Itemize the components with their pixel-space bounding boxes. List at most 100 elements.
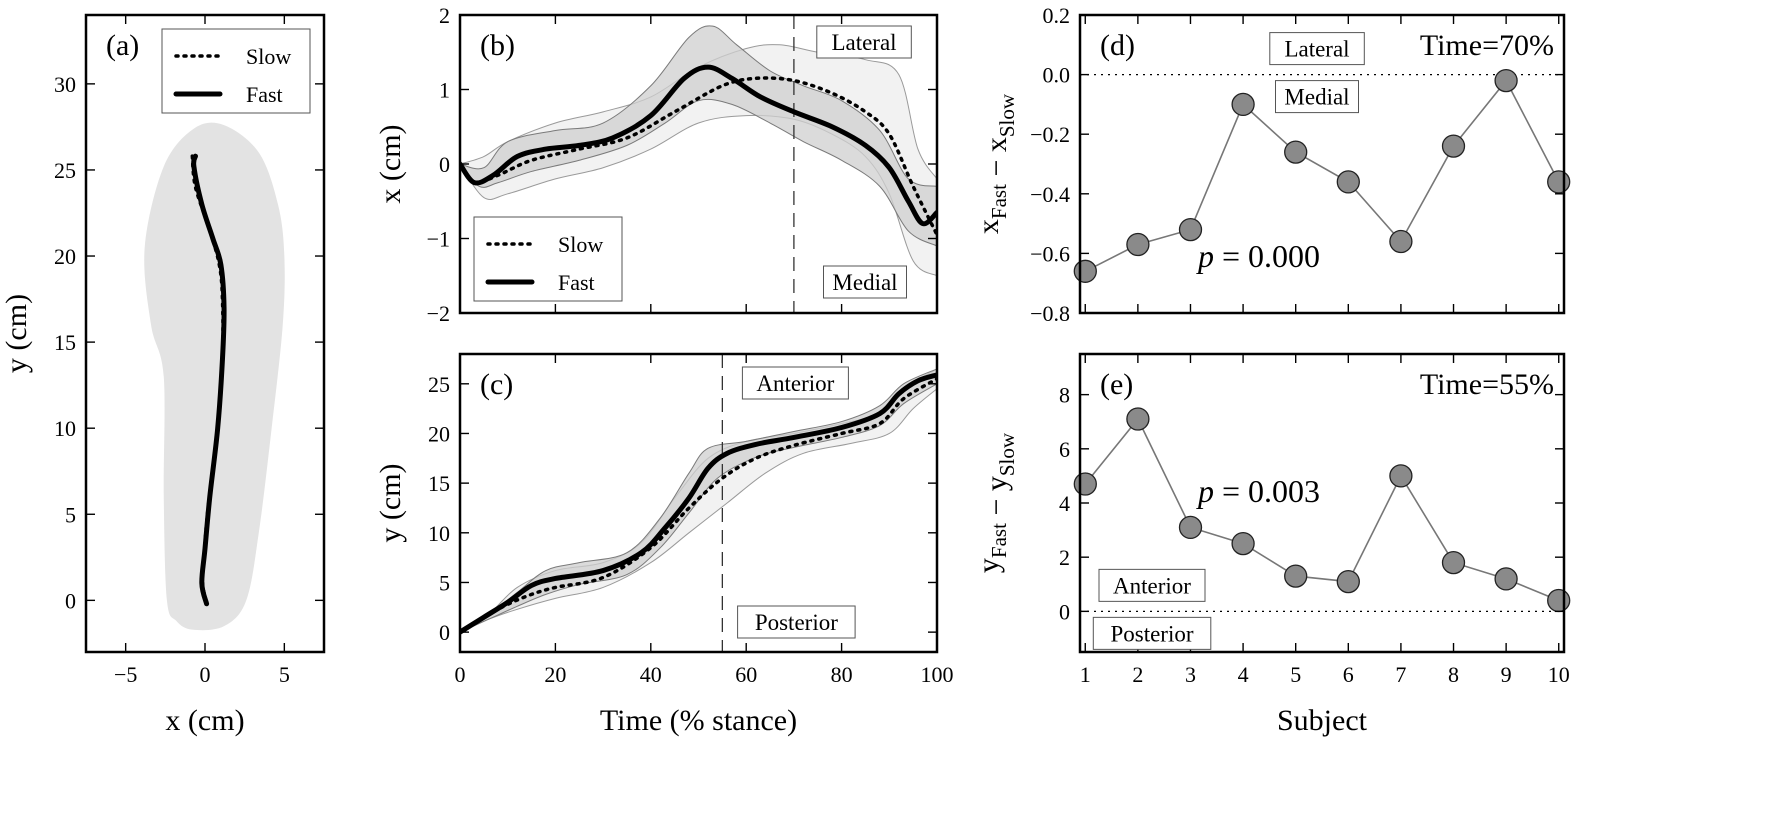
y-tick-label: 0.0 <box>1043 63 1071 88</box>
x-tick-label: 20 <box>544 662 566 687</box>
data-point-subject-5 <box>1284 564 1308 588</box>
y-tick-label: 0 <box>1059 599 1070 624</box>
x-tick-label: 1 <box>1080 662 1091 687</box>
plot-area-d <box>1080 73 1564 273</box>
y-tick-label: 10 <box>54 416 76 441</box>
annotation-anterior-box <box>741 366 849 400</box>
data-point-subject-8 <box>1441 550 1466 575</box>
legend-slow-label: Slow <box>558 232 603 257</box>
axes-frame-c <box>458 352 939 654</box>
x-tick-label: 5 <box>279 662 290 687</box>
p-value: p = 0.000 <box>1196 238 1320 274</box>
x-tick-label: 4 <box>1238 662 1249 687</box>
data-point-subject-7 <box>1389 229 1413 254</box>
annotation-posterior-text: Posterior <box>1110 621 1193 646</box>
plot-area-e <box>1080 417 1564 613</box>
y-tick-label: 25 <box>428 372 450 397</box>
x-tick-label: 40 <box>640 662 662 687</box>
data-point-subject-2 <box>1126 232 1150 257</box>
data-point-subject-9 <box>1494 567 1518 591</box>
y-tick-label: 2 <box>1059 545 1070 570</box>
y-tick-label: −0.8 <box>1030 301 1070 326</box>
x-tick-label: 9 <box>1501 662 1512 687</box>
data-point-subject-10 <box>1547 588 1571 613</box>
data-point-subject-9 <box>1494 68 1518 93</box>
x-tick-label: 10 <box>1548 662 1570 687</box>
panel-e: 1 2 3 4 5 6 7 8 9 10 0 2 4 6 8 Subject yFast − ySlow (e) T… <box>972 352 1571 737</box>
y-tick-label: 0 <box>439 620 450 645</box>
legend: Slow Fast <box>161 28 311 114</box>
x-axis-label: Time (% stance) <box>600 704 797 737</box>
x-tick-label: 6 <box>1343 662 1354 687</box>
series-fast-line <box>191 153 227 607</box>
y-tick-label: −0.4 <box>1030 182 1070 207</box>
annotation-lateral-text: Lateral <box>831 30 896 55</box>
legend-box <box>473 216 623 302</box>
x-tick-label: 60 <box>735 662 757 687</box>
y-tick-label: 5 <box>65 502 76 527</box>
data-point-subject-4 <box>1231 92 1255 117</box>
y-tick-label: 0 <box>65 588 76 613</box>
y-tick-label: 20 <box>54 244 76 269</box>
p-value: p = 0.003 <box>1196 473 1320 509</box>
y-tick-label: 0 <box>439 152 450 177</box>
y-tick-label: 10 <box>428 521 450 546</box>
legend-slow-label: Slow <box>246 44 291 69</box>
x-tick-label: 80 <box>831 662 853 687</box>
data-point-subject-3 <box>1178 515 1203 540</box>
series-fast-line <box>460 372 937 635</box>
connector-line <box>1084 79 1560 273</box>
y-axis-label: y (cm) <box>374 463 407 542</box>
x-tick-label: 0 <box>455 662 466 687</box>
data-point-subject-4 <box>1231 531 1255 556</box>
plot-area-b <box>460 15 937 313</box>
data-point-subject-10 <box>1547 170 1571 194</box>
x-tick-label: 7 <box>1395 662 1406 687</box>
x-tick-label: 3 <box>1185 662 1196 687</box>
y-axis-label: x (cm) <box>374 124 407 203</box>
annotation-anterior-box <box>1098 568 1206 602</box>
y-tick-label: 6 <box>1059 437 1070 462</box>
x-tick-label: 0 <box>200 662 211 687</box>
series-fast-line <box>460 64 937 227</box>
y-tick-label: 30 <box>54 72 76 97</box>
x-tick-label: 100 <box>921 662 954 687</box>
x-tick-label: 5 <box>1290 662 1301 687</box>
legend: Slow Fast <box>473 216 623 302</box>
data-point-subject-2 <box>1126 407 1150 431</box>
panel-d: −0.8 −0.6 −0.4 −0.2 0.0 0.2 xFast − xSlow (d) Ti… <box>972 3 1571 326</box>
data-point-subject-3 <box>1178 217 1203 242</box>
y-tick-label: 5 <box>439 570 450 595</box>
panel-a: −5 0 5 0 5 10 15 20 25 30 x (cm) y (cm) (a) Slow Fast <box>0 13 326 737</box>
annotation-posterior-box <box>1092 616 1212 650</box>
foot-outline-shade <box>144 122 285 631</box>
y-tick-label: −0.6 <box>1030 241 1070 266</box>
band-fast <box>460 25 937 247</box>
data-point-subject-7 <box>1389 464 1413 488</box>
x-tick-label: 8 <box>1448 662 1459 687</box>
annotation-posterior-text: Posterior <box>755 610 838 635</box>
y-axis-label: yFast − ySlow <box>972 432 1019 573</box>
annotation-medial-box <box>823 265 907 299</box>
data-point-subject-1 <box>1073 472 1097 496</box>
panel-label-b: (b) <box>480 29 515 62</box>
panel-label-d: (d) <box>1100 29 1135 62</box>
panel-label-a: (a) <box>106 29 139 62</box>
legend-fast-label: Fast <box>246 82 283 107</box>
y-tick-label: 8 <box>1059 383 1070 408</box>
y-tick-label: −2 <box>427 301 450 326</box>
axes-frame-d <box>1078 13 1566 315</box>
y-tick-label: 0.2 <box>1043 3 1071 28</box>
annotation-posterior-box <box>737 605 856 639</box>
annotation-medial-text: Medial <box>832 270 897 295</box>
data-point-subject-5 <box>1284 140 1308 164</box>
x-tick-label: 2 <box>1132 662 1143 687</box>
annotation-lateral-box <box>816 25 912 59</box>
annotation-anterior-text: Anterior <box>1113 573 1191 598</box>
data-point-subject-6 <box>1336 170 1360 194</box>
x-axis-label: x (cm) <box>165 704 244 737</box>
y-tick-label: 25 <box>54 158 76 183</box>
annotation-time-55: Time=55% <box>1420 368 1554 401</box>
y-tick-label: 20 <box>428 421 450 446</box>
